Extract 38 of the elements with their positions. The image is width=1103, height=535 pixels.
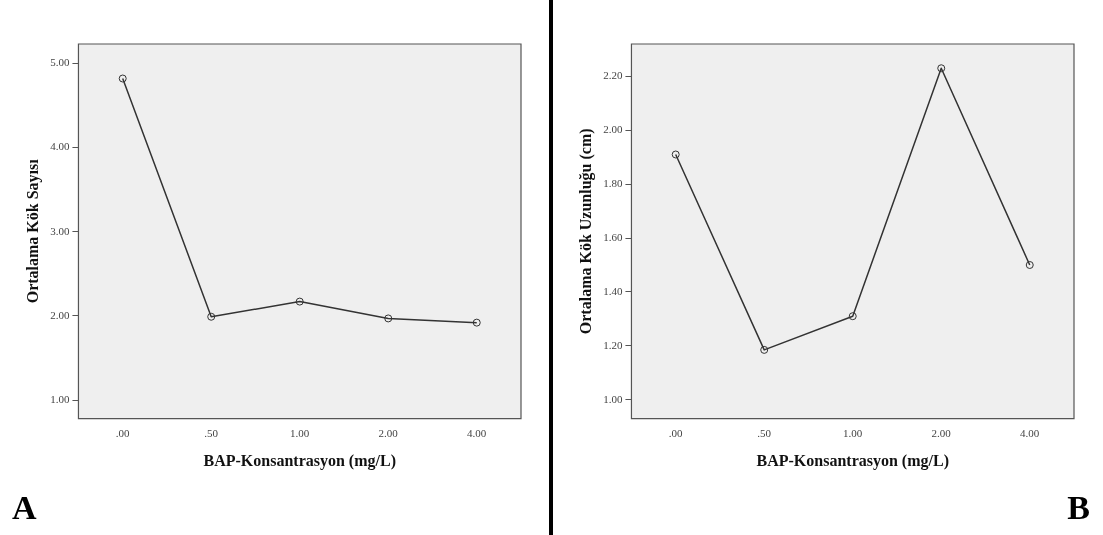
y-tick-label: 5.00 (50, 56, 70, 69)
point (671, 150, 680, 159)
x-tick-label: .00 (115, 427, 131, 440)
x-tick-label: 2.00 (378, 427, 399, 440)
x-tick-label: .50 (757, 427, 772, 440)
point (760, 345, 769, 354)
x-axis-title: BAP-Konsantrasyon (mg/L) (203, 451, 396, 470)
point (207, 312, 216, 321)
y-tick-label: 1.60 (603, 230, 623, 243)
x-tick-label: 4.00 (467, 427, 487, 440)
y-axis-title: Ortalama Kök Uzunluğu (cm) (576, 128, 595, 335)
point (472, 318, 481, 327)
x-tick-label: .50 (204, 427, 219, 440)
x-tick-label: 4.00 (1020, 427, 1040, 440)
point (384, 314, 393, 323)
point (1025, 260, 1034, 269)
x-axis-title: BAP-Konsantrasyon (mg/L) (756, 451, 949, 470)
point (937, 64, 946, 73)
y-tick-label: 1.00 (50, 392, 70, 405)
point (848, 312, 857, 321)
point (295, 297, 304, 306)
x-tick-label: 2.00 (931, 427, 952, 440)
y-tick-label: 4.00 (50, 140, 70, 153)
y-axis-title: Ortalama Kök Sayısı (23, 158, 42, 304)
y-tick-label: 3.00 (50, 224, 70, 237)
y-tick-label: 1.20 (603, 338, 623, 351)
y-tick-label: 2.00 (603, 123, 623, 136)
y-tick-label: 1.80 (603, 177, 623, 190)
text: B (1067, 488, 1090, 526)
y-tick-label: 1.40 (603, 284, 623, 297)
x-tick-label: .00 (668, 427, 684, 440)
y-tick-label: 2.20 (603, 69, 623, 82)
x-tick-label: 1.00 (843, 427, 863, 440)
x-tick-label: 1.00 (290, 427, 310, 440)
y-tick-label: 2.00 (50, 308, 70, 321)
text: A (12, 488, 37, 526)
y-tick-label: 1.00 (603, 392, 623, 405)
point (118, 74, 127, 83)
